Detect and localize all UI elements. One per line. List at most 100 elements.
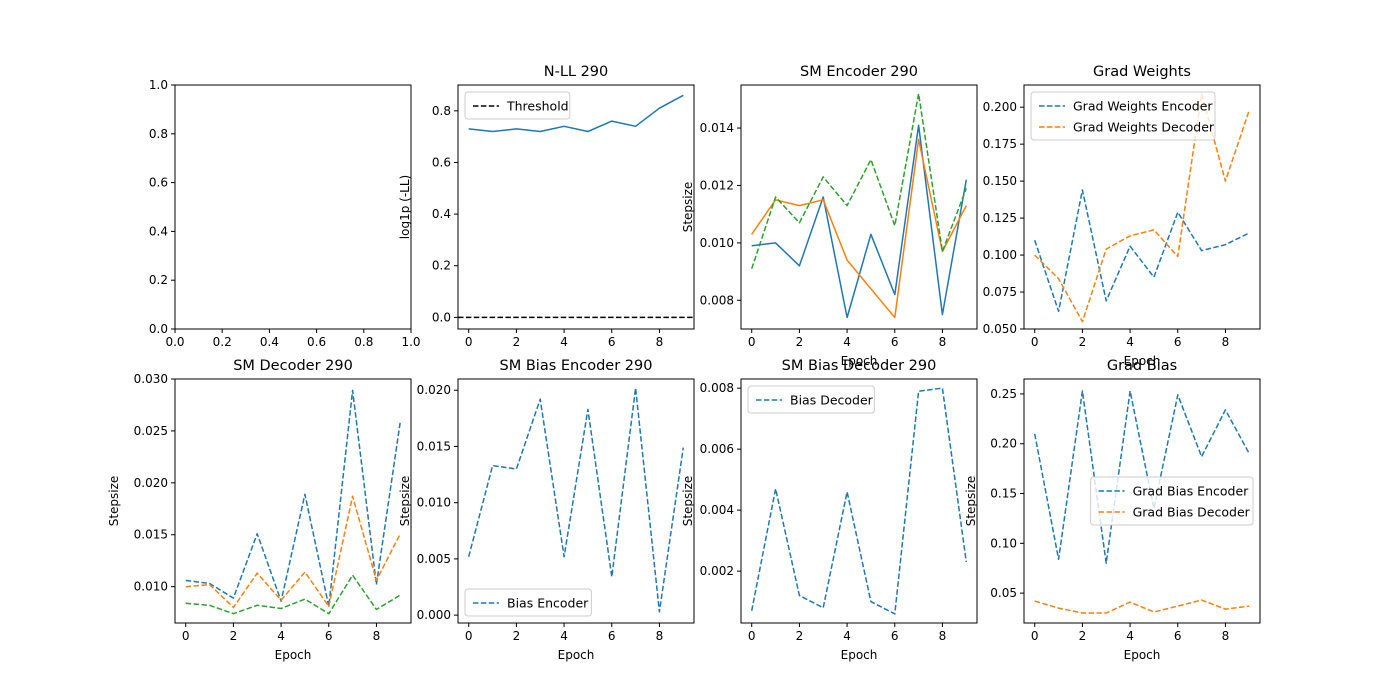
axes-frame <box>457 378 695 624</box>
series-line-2 <box>750 92 968 269</box>
subplot-sm_bias_encoder: 0 2 4 6 8 0.000 0.005 0.010 0.015 0.020 SM Bias En… <box>398 358 695 662</box>
legend-box <box>464 588 592 617</box>
x-tick-label: 6 <box>608 629 616 643</box>
plot-area <box>750 92 968 319</box>
x-tick-label: 2 <box>796 335 804 349</box>
x-tick-label: 0 <box>748 335 756 349</box>
y-tick-label: 0.075 <box>983 285 1017 299</box>
plot-area <box>458 94 694 319</box>
subplot-title: SM Encoder 290 <box>800 64 918 80</box>
x-tick-label: 4 <box>277 629 285 643</box>
axes-frame <box>740 84 978 330</box>
x-tick-label: 8 <box>939 335 947 349</box>
y-tick-label: 0.010 <box>700 236 734 250</box>
y-tick-label: 0.000 <box>417 608 451 622</box>
legend-label: Grad Bias Decoder <box>1133 505 1251 520</box>
x-tick-label: 6 <box>1174 335 1182 349</box>
subplot-title: Grad Weights <box>1093 64 1191 80</box>
x-tick-label: 0.2 <box>213 335 232 349</box>
plot-area <box>1033 390 1250 614</box>
subplot-sm_encoder: 0 2 4 6 8 0.008 0.010 0.012 0.014 SM Encoder 290 E… <box>681 64 978 368</box>
y-tick-label: 0.014 <box>700 121 734 135</box>
x-axis-label: Epoch <box>1124 648 1161 662</box>
y-tick-label: 0.20 <box>990 437 1017 451</box>
legend-box <box>1030 91 1216 141</box>
legend-box <box>747 385 875 414</box>
y-tick-label: 0.008 <box>700 293 734 307</box>
y-tick-label: 0.020 <box>134 476 168 490</box>
y-tick-label: 0.6 <box>432 155 451 169</box>
series-line-bias-encoder <box>467 387 685 613</box>
subplot-title: N-LL 290 <box>544 64 609 80</box>
y-tick-label: 0.050 <box>983 322 1017 336</box>
x-axis-label: Epoch <box>841 354 878 368</box>
legend-label: Grad Weights Decoder <box>1073 120 1215 135</box>
y-tick-label: 0.002 <box>700 564 734 578</box>
x-tick-label: 8 <box>656 629 664 643</box>
y-tick-label: 0.010 <box>417 496 451 510</box>
legend-label: Threshold <box>506 99 569 114</box>
y-tick-label: 0.6 <box>149 176 168 190</box>
y-tick-label: 0.015 <box>134 528 168 542</box>
axes-frame <box>740 378 978 624</box>
x-tick-label: 8 <box>1222 335 1230 349</box>
axes-frame <box>1023 378 1261 624</box>
x-tick-label: 0 <box>465 335 473 349</box>
x-tick-label: 2 <box>1079 335 1087 349</box>
y-axis-label: Stepsize <box>964 476 978 527</box>
y-tick-label: 0.020 <box>417 383 451 397</box>
y-axis-label: Stepsize <box>681 182 695 233</box>
y-tick-label: 0.2 <box>432 259 451 273</box>
x-tick-label: 8 <box>373 629 381 643</box>
x-tick-label: 0 <box>182 629 190 643</box>
y-tick-label: 0.010 <box>134 580 168 594</box>
series-line-2 <box>185 574 401 615</box>
y-tick-label: 0.200 <box>983 100 1017 114</box>
y-tick-label: 0.005 <box>417 552 451 566</box>
x-tick-label: 4 <box>843 629 851 643</box>
subplot-sm_decoder: 0 2 4 6 8 0.010 0.015 0.020 0.025 0.030 SM Decoder… <box>107 358 412 662</box>
y-tick-label: 0.008 <box>700 381 734 395</box>
x-axis-label: Epoch <box>1124 354 1161 368</box>
plot-area <box>750 387 968 615</box>
axes-frame <box>174 84 412 330</box>
subplot-sm_bias_decoder: 0 2 4 6 8 0.002 0.004 0.006 0.008 SM Bias Decoder… <box>681 358 978 662</box>
legend: Bias Decoder <box>747 385 875 414</box>
y-tick-label: 0.030 <box>134 372 168 386</box>
y-tick-label: 1.0 <box>149 78 168 92</box>
y-tick-label: 0.006 <box>700 442 734 456</box>
legend-box <box>464 91 571 120</box>
legend-label: Grad Bias Encoder <box>1133 484 1250 499</box>
axes-frame <box>1023 84 1261 330</box>
y-axis-label: Stepsize <box>107 476 121 527</box>
series-line-1 <box>185 495 401 609</box>
subplot-empty: 0.0 0.2 0.4 0.6 0.8 1.0 0.0 0.2 0.4 0.6 0.8 1.0 <box>149 78 421 349</box>
subplot-title: SM Bias Decoder 290 <box>782 358 937 374</box>
y-tick-label: 0.8 <box>149 127 168 141</box>
subplot-grad_weights: 0 2 4 6 8 0.050 0.075 0.100 0.125 0.150 0.175 0.200… <box>983 64 1261 368</box>
y-tick-label: 0.0 <box>149 322 168 336</box>
legend-label: Grad Weights Encoder <box>1073 99 1213 114</box>
x-tick-label: 0.4 <box>260 335 279 349</box>
x-tick-label: 2 <box>796 629 804 643</box>
x-tick-label: 8 <box>939 629 947 643</box>
x-tick-label: 0.0 <box>165 335 184 349</box>
x-axis-label: Epoch <box>275 648 312 662</box>
legend: Threshold <box>464 91 571 120</box>
legend: Grad Weights Encoder Grad Weights Decoder <box>1030 91 1216 141</box>
y-tick-label: 0.012 <box>700 178 734 192</box>
subplot-nll: 0 2 4 6 8 0.0 0.2 0.4 0.6 0.8 N-LL 290 log1p (-LL) T… <box>398 64 695 349</box>
x-tick-label: 8 <box>656 335 664 349</box>
x-tick-label: 2 <box>230 629 238 643</box>
x-axis-label: Epoch <box>558 648 595 662</box>
y-tick-label: 0.05 <box>990 586 1017 600</box>
plot-area <box>467 387 685 613</box>
legend: Bias Encoder <box>464 588 592 617</box>
y-axis-label: log1p (-LL) <box>398 175 412 239</box>
y-tick-label: 0.150 <box>983 174 1017 188</box>
x-tick-label: 0 <box>1031 629 1039 643</box>
subplot-grad_bias: 0 2 4 6 8 0.05 0.10 0.15 0.20 0.25 Grad Bias Epoch S… <box>964 358 1261 662</box>
y-tick-label: 0.4 <box>432 207 451 221</box>
x-tick-label: 2 <box>513 335 521 349</box>
